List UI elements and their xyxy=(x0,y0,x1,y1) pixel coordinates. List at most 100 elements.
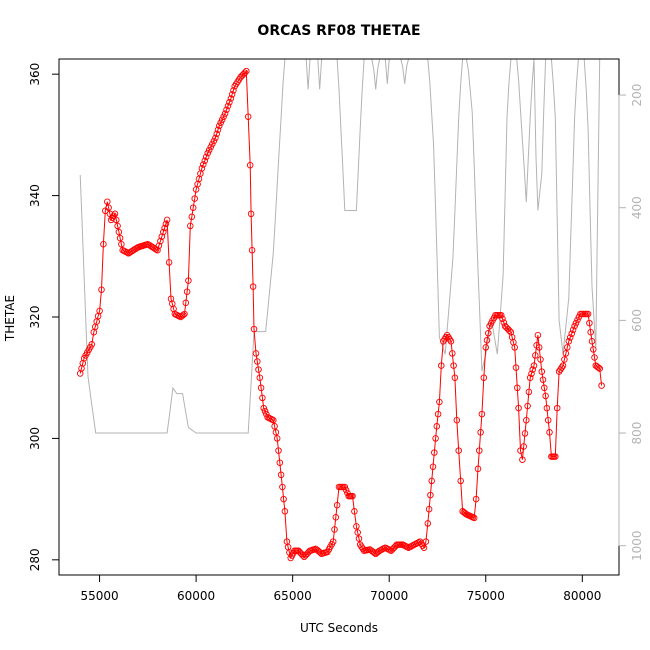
data-point xyxy=(482,344,490,351)
y-axis-left: 280 300 320 340 360 xyxy=(28,63,60,571)
data-point xyxy=(118,240,125,248)
data-point xyxy=(255,366,262,373)
data-point xyxy=(161,224,168,232)
data-point xyxy=(450,362,457,369)
main-series-group xyxy=(76,67,605,562)
y-axis-right: 200 400 600 800 1000 xyxy=(618,84,644,561)
data-point xyxy=(185,277,192,284)
x-axis: 55000 60000 65000 70000 75000 80000 xyxy=(80,574,601,603)
data-point xyxy=(241,69,249,76)
data-point xyxy=(342,486,350,494)
data-point xyxy=(104,198,111,205)
y-tick-label: 280 xyxy=(28,548,42,571)
data-point xyxy=(189,204,197,211)
data-point xyxy=(470,514,478,522)
data-point xyxy=(254,358,261,365)
data-point xyxy=(154,246,161,254)
data-point xyxy=(221,110,229,117)
y-axis-label: THETAE xyxy=(3,295,17,342)
data-point xyxy=(333,501,341,509)
data-point xyxy=(574,316,581,324)
data-point xyxy=(584,310,592,318)
data-point xyxy=(474,465,482,473)
data-point xyxy=(526,374,534,381)
y2-tick-label: 200 xyxy=(630,84,644,107)
data-point xyxy=(271,423,278,430)
data-point xyxy=(425,505,433,513)
data-point xyxy=(436,398,443,406)
data-point xyxy=(198,165,206,172)
data-point xyxy=(438,362,445,369)
data-point xyxy=(200,161,207,168)
data-point xyxy=(191,195,198,202)
data-point xyxy=(329,538,337,545)
data-point xyxy=(247,210,255,218)
data-point xyxy=(272,429,280,436)
data-point xyxy=(499,315,506,323)
data-point xyxy=(521,430,529,437)
data-point xyxy=(595,364,602,371)
data-point xyxy=(96,307,103,315)
data-point xyxy=(520,443,527,450)
data-point xyxy=(218,116,226,123)
data-point xyxy=(596,365,603,372)
data-point xyxy=(281,508,289,515)
y2-tick-label: 1000 xyxy=(630,530,644,561)
data-point xyxy=(111,210,119,218)
data-point xyxy=(543,404,551,412)
data-point xyxy=(519,456,526,463)
data-point xyxy=(538,368,546,375)
data-point xyxy=(228,91,236,98)
y-tick-label: 340 xyxy=(28,184,42,207)
y2-tick-label: 600 xyxy=(630,309,644,332)
data-point xyxy=(534,331,542,339)
data-point xyxy=(113,216,120,224)
data-point xyxy=(98,286,105,293)
data-point xyxy=(523,416,530,424)
data-point xyxy=(248,246,256,254)
data-point xyxy=(590,346,597,353)
data-point xyxy=(246,161,254,169)
data-point xyxy=(506,327,513,334)
data-point xyxy=(528,370,535,377)
data-point xyxy=(250,325,258,333)
data-point xyxy=(202,153,210,161)
data-point xyxy=(188,213,196,221)
data-point xyxy=(529,366,536,373)
data-point xyxy=(512,364,520,371)
data-point xyxy=(565,338,573,345)
data-point xyxy=(277,471,285,479)
data-point xyxy=(252,350,260,357)
data-point xyxy=(157,237,164,245)
y-tick-label: 320 xyxy=(28,306,42,329)
data-point xyxy=(591,354,598,361)
data-point xyxy=(434,410,442,418)
data-point xyxy=(562,350,570,357)
data-point xyxy=(179,311,187,319)
data-point xyxy=(586,319,593,327)
data-point xyxy=(355,535,363,542)
data-point xyxy=(476,447,483,454)
data-point xyxy=(478,410,486,418)
data-point xyxy=(163,216,171,224)
data-point xyxy=(244,113,252,120)
data-point xyxy=(123,249,131,256)
data-point xyxy=(207,143,215,151)
x-tick-label: 55000 xyxy=(80,589,118,603)
data-point xyxy=(354,529,361,536)
data-point xyxy=(115,228,123,236)
data-point xyxy=(259,394,266,402)
data-point xyxy=(553,404,561,412)
x-tick-label: 80000 xyxy=(563,589,601,603)
data-point xyxy=(449,350,456,357)
data-point xyxy=(480,374,488,381)
data-point xyxy=(276,459,284,466)
data-point xyxy=(572,319,580,327)
data-point xyxy=(100,240,107,248)
data-point xyxy=(216,122,223,130)
data-point xyxy=(451,374,459,381)
data-point xyxy=(273,435,281,442)
data-point xyxy=(483,337,491,344)
data-point xyxy=(212,134,219,142)
